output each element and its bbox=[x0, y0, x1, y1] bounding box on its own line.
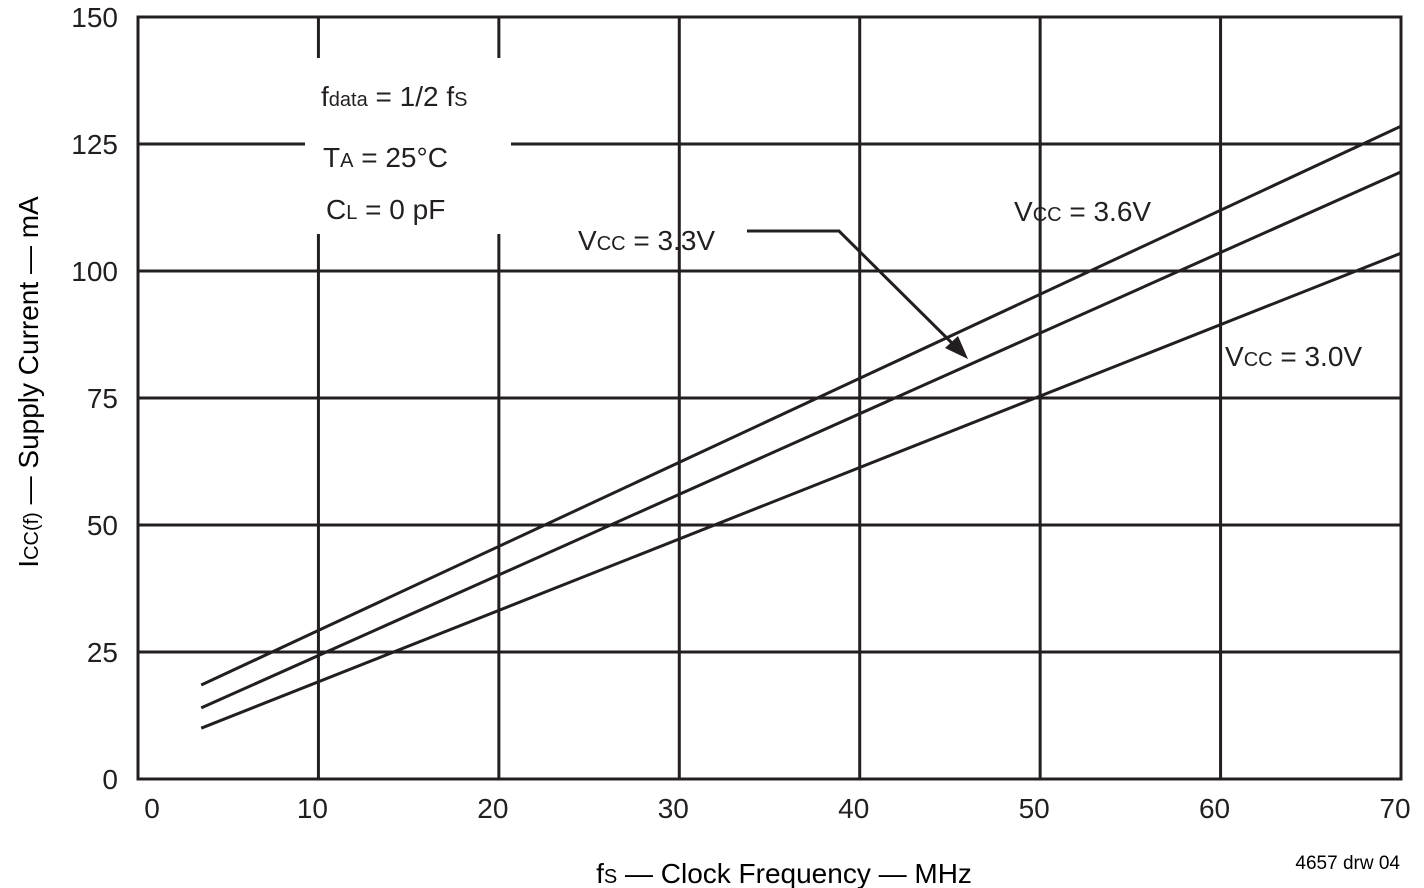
condition-1: TA = 25°C bbox=[323, 142, 448, 173]
y-tick-label-150: 150 bbox=[71, 2, 118, 33]
y-tick-label-100: 100 bbox=[71, 256, 118, 287]
x-tick-label-20: 20 bbox=[477, 793, 508, 824]
x-tick-label-0: 0 bbox=[144, 793, 160, 824]
tick-labels: 0 10 20 30 40 50 60 70 0 25 50 75 100 125 150 bbox=[71, 2, 1410, 824]
x-tick-label-40: 40 bbox=[838, 793, 869, 824]
annotations: fdata = 1/2 fS TA = 25°C CL = 0 pF VCC = 3.… bbox=[321, 81, 1362, 372]
conditions-box bbox=[305, 58, 511, 234]
x-tick-label-60: 60 bbox=[1199, 793, 1230, 824]
conditions-background bbox=[305, 58, 511, 234]
leader-line-3v3 bbox=[747, 229, 966, 357]
x-tick-label-30: 30 bbox=[658, 793, 689, 824]
drawing-number: 4657 drw 04 bbox=[1295, 853, 1400, 874]
series-lines bbox=[200, 124, 1402, 730]
x-tick-label-70: 70 bbox=[1379, 793, 1410, 824]
plot-frame bbox=[136, 15, 1403, 781]
y-tick-label-25: 25 bbox=[87, 637, 118, 668]
y-tick-label-50: 50 bbox=[87, 510, 118, 541]
y-tick-label-0: 0 bbox=[102, 764, 118, 795]
y-tick-label-125: 125 bbox=[71, 129, 118, 160]
x-tick-label-50: 50 bbox=[1019, 793, 1050, 824]
y-tick-label-75: 75 bbox=[87, 383, 118, 414]
condition-2: CL = 0 pF bbox=[326, 194, 445, 225]
series-line-0 bbox=[200, 124, 1402, 687]
x-axis-label: fS — Clock Frequency — MHz bbox=[596, 858, 972, 888]
series-line-1 bbox=[200, 170, 1402, 710]
series-label-0: VCC = 3.6V bbox=[1014, 196, 1151, 227]
arrowhead-3v3 bbox=[945, 336, 968, 359]
y-axis-label: ICC(f) — Supply Current — mA bbox=[13, 196, 44, 568]
series-label-2: VCC = 3.0V bbox=[1225, 341, 1362, 372]
condition-0: fdata = 1/2 fS bbox=[321, 81, 467, 112]
series-label-1: VCC = 3.3V bbox=[578, 225, 715, 256]
series-line-2 bbox=[200, 251, 1402, 730]
x-tick-label-10: 10 bbox=[297, 793, 328, 824]
